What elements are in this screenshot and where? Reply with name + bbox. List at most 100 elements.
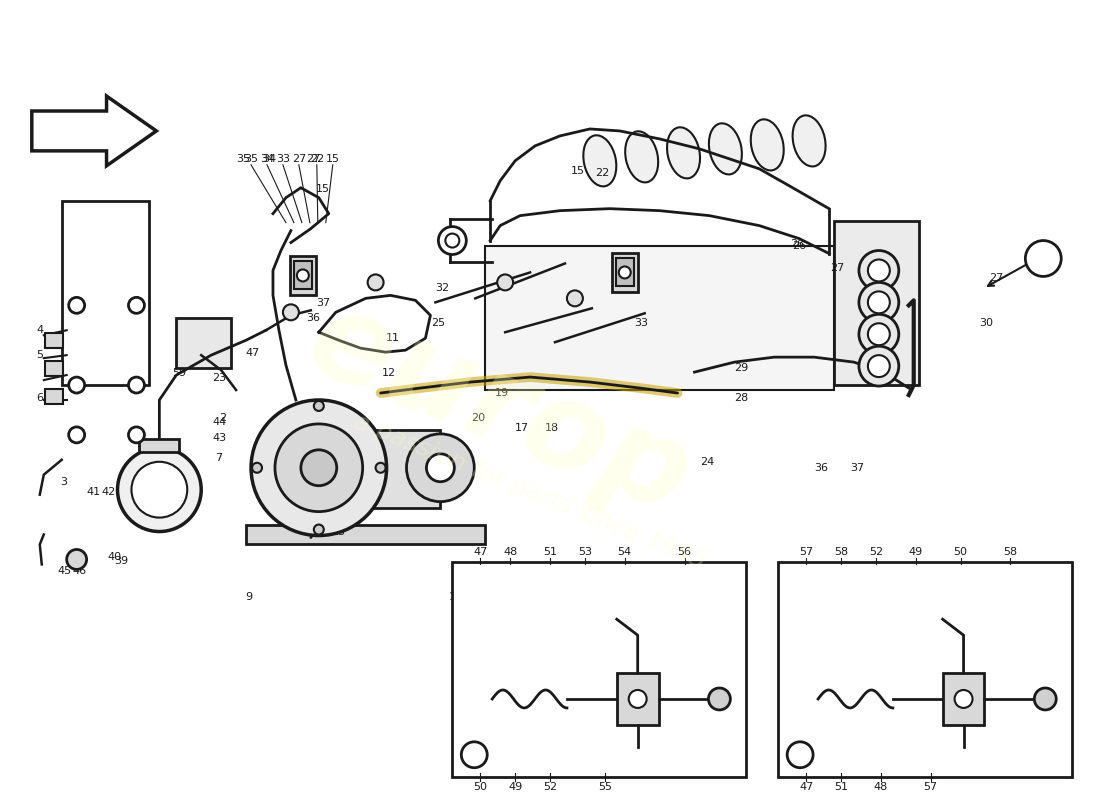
Text: 27: 27 xyxy=(306,154,320,164)
Bar xyxy=(290,255,316,295)
Text: 1: 1 xyxy=(80,553,87,562)
Text: 46: 46 xyxy=(73,566,87,577)
Text: 25: 25 xyxy=(431,318,446,328)
Text: 23: 23 xyxy=(212,373,227,383)
Text: 49: 49 xyxy=(909,547,923,558)
Text: 12: 12 xyxy=(382,368,396,378)
Bar xyxy=(45,361,63,376)
Circle shape xyxy=(129,298,144,314)
Text: 22: 22 xyxy=(595,168,609,178)
Text: 32: 32 xyxy=(436,283,450,294)
Text: 19: 19 xyxy=(495,388,509,398)
Ellipse shape xyxy=(793,115,826,166)
Text: 2: 2 xyxy=(220,413,227,423)
Text: 20: 20 xyxy=(471,413,485,423)
Text: 36: 36 xyxy=(814,462,828,473)
Text: 22: 22 xyxy=(310,154,323,164)
Text: 50: 50 xyxy=(954,547,968,558)
Bar xyxy=(176,318,231,368)
Text: A: A xyxy=(471,750,478,760)
Circle shape xyxy=(68,298,85,314)
Bar xyxy=(943,673,984,725)
Text: 57: 57 xyxy=(799,547,813,558)
Circle shape xyxy=(868,355,890,377)
Circle shape xyxy=(314,401,323,411)
Text: 15: 15 xyxy=(326,154,340,164)
Text: 55: 55 xyxy=(597,782,612,792)
Text: 52: 52 xyxy=(869,547,883,558)
Ellipse shape xyxy=(583,135,616,186)
Bar xyxy=(834,221,918,385)
Polygon shape xyxy=(32,96,156,166)
Circle shape xyxy=(68,427,85,443)
Text: A: A xyxy=(1038,251,1048,266)
Text: 52: 52 xyxy=(543,782,557,792)
Text: 11: 11 xyxy=(385,334,399,343)
Text: 15: 15 xyxy=(571,166,585,176)
Text: 47: 47 xyxy=(246,348,261,358)
Text: 28: 28 xyxy=(734,393,748,403)
Bar xyxy=(359,430,440,508)
Bar xyxy=(612,253,638,292)
Text: 27: 27 xyxy=(989,274,1003,283)
Bar xyxy=(45,389,63,404)
Circle shape xyxy=(859,314,899,354)
Bar xyxy=(62,201,150,385)
Text: 18: 18 xyxy=(544,423,559,433)
Text: 15: 15 xyxy=(316,184,330,194)
Circle shape xyxy=(68,377,85,393)
Text: 44: 44 xyxy=(212,417,227,427)
Circle shape xyxy=(132,462,187,518)
Circle shape xyxy=(868,323,890,345)
Text: 58: 58 xyxy=(834,547,848,558)
Text: 4: 4 xyxy=(36,326,43,335)
Text: 29: 29 xyxy=(734,363,748,373)
Text: 30: 30 xyxy=(979,318,993,328)
Text: 58: 58 xyxy=(1003,547,1018,558)
Ellipse shape xyxy=(625,131,658,182)
Circle shape xyxy=(439,226,466,254)
Bar xyxy=(246,525,485,545)
Bar xyxy=(485,246,834,390)
Circle shape xyxy=(407,434,474,502)
Circle shape xyxy=(301,450,337,486)
Text: 27: 27 xyxy=(292,154,306,164)
Text: 43: 43 xyxy=(212,433,227,443)
Text: 51: 51 xyxy=(834,782,848,792)
Ellipse shape xyxy=(750,119,783,170)
Circle shape xyxy=(67,550,87,570)
Text: 7: 7 xyxy=(216,453,222,462)
Text: 13: 13 xyxy=(332,526,345,537)
Circle shape xyxy=(461,742,487,768)
Circle shape xyxy=(129,377,144,393)
Bar xyxy=(778,562,1072,777)
Circle shape xyxy=(129,427,144,443)
Ellipse shape xyxy=(667,127,700,178)
Text: 36: 36 xyxy=(306,314,320,323)
Circle shape xyxy=(283,304,299,320)
Bar xyxy=(140,439,179,452)
Circle shape xyxy=(497,274,513,290)
Ellipse shape xyxy=(708,123,741,174)
Text: 33: 33 xyxy=(635,318,649,328)
Circle shape xyxy=(251,400,386,535)
Text: 26: 26 xyxy=(790,238,804,249)
Text: 48: 48 xyxy=(503,547,517,558)
Text: 49: 49 xyxy=(508,782,522,792)
Circle shape xyxy=(868,291,890,314)
Circle shape xyxy=(1025,241,1062,277)
Text: 26: 26 xyxy=(792,241,806,250)
Circle shape xyxy=(1034,688,1056,710)
Circle shape xyxy=(275,424,363,512)
Circle shape xyxy=(859,346,899,386)
Text: 9: 9 xyxy=(245,592,253,602)
Text: 53: 53 xyxy=(578,547,592,558)
Text: 41: 41 xyxy=(87,486,101,497)
Circle shape xyxy=(708,688,730,710)
Text: europ: europ xyxy=(293,281,708,539)
Circle shape xyxy=(859,250,899,290)
Circle shape xyxy=(868,259,890,282)
Circle shape xyxy=(367,274,384,290)
Circle shape xyxy=(427,454,454,482)
Circle shape xyxy=(252,462,262,473)
